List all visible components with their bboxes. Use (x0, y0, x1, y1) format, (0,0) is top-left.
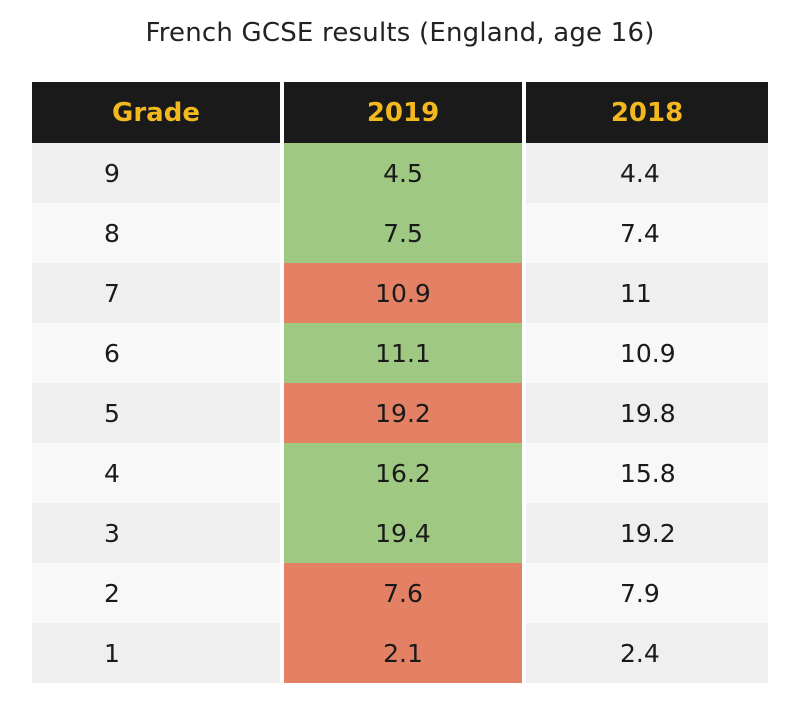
value-2018-cell: 10.9 (526, 323, 768, 383)
grade-cell: 2 (32, 563, 280, 623)
value-2019-cell: 4.5 (284, 143, 522, 203)
value-2019-cell: 2.1 (284, 623, 522, 683)
header-2018: 2018 (526, 82, 768, 143)
chart-title: French GCSE results (England, age 16) (145, 18, 655, 48)
value-2018-cell: 19.8 (526, 383, 768, 443)
value-2018-cell: 7.9 (526, 563, 768, 623)
grade-cell: 7 (32, 263, 280, 323)
grade-cell: 6 (32, 323, 280, 383)
table-header: Grade 2019 2018 (32, 82, 768, 143)
table-row: 2 7.6 7.9 (32, 563, 768, 623)
table-row: 9 4.5 4.4 (32, 143, 768, 203)
grade-cell: 5 (32, 383, 280, 443)
header-2019: 2019 (284, 82, 522, 143)
value-2018-cell: 11 (526, 263, 768, 323)
value-2019-cell: 19.2 (284, 383, 522, 443)
table-row: 8 7.5 7.4 (32, 203, 768, 263)
table-row: 7 10.9 11 (32, 263, 768, 323)
grade-cell: 1 (32, 623, 280, 683)
table-body: 9 4.5 4.4 8 7.5 7.4 7 10.9 11 6 11.1 10.9 5 19.2 19.8 4… (32, 143, 768, 683)
value-2019-cell: 7.5 (284, 203, 522, 263)
grade-cell: 9 (32, 143, 280, 203)
grade-cell: 4 (32, 443, 280, 503)
value-2018-cell: 7.4 (526, 203, 768, 263)
value-2018-cell: 4.4 (526, 143, 768, 203)
grade-cell: 8 (32, 203, 280, 263)
value-2018-cell: 2.4 (526, 623, 768, 683)
value-2019-cell: 7.6 (284, 563, 522, 623)
value-2019-cell: 10.9 (284, 263, 522, 323)
grade-cell: 3 (32, 503, 280, 563)
table-row: 5 19.2 19.8 (32, 383, 768, 443)
value-2018-cell: 15.8 (526, 443, 768, 503)
value-2019-cell: 11.1 (284, 323, 522, 383)
value-2019-cell: 19.4 (284, 503, 522, 563)
value-2019-cell: 16.2 (284, 443, 522, 503)
table-row: 4 16.2 15.8 (32, 443, 768, 503)
table-row: 6 11.1 10.9 (32, 323, 768, 383)
header-grade: Grade (32, 82, 280, 143)
value-2018-cell: 19.2 (526, 503, 768, 563)
table-row: 3 19.4 19.2 (32, 503, 768, 563)
table-row: 1 2.1 2.4 (32, 623, 768, 683)
results-table: Grade 2019 2018 9 4.5 4.4 8 7.5 7.4 7 10.9 11 6 11… (32, 82, 768, 683)
